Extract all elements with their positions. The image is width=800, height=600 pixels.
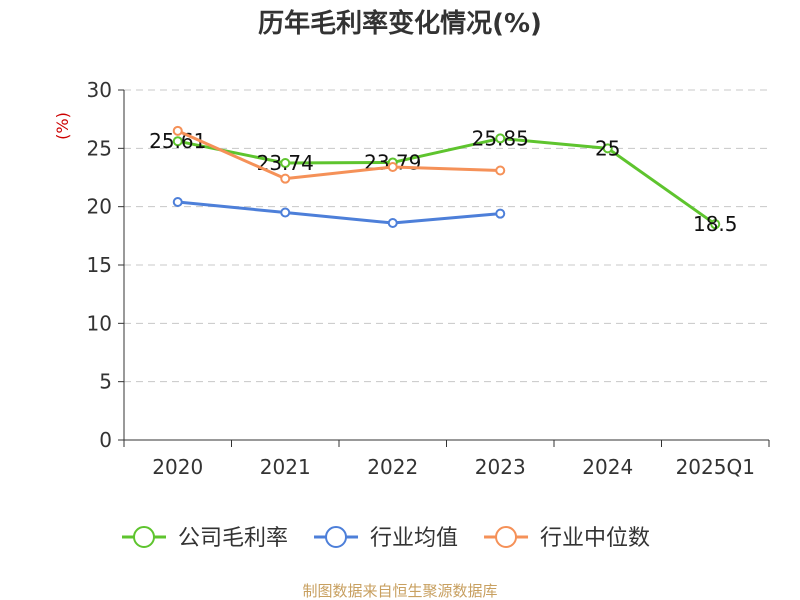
legend: 公司毛利率 行业均值 行业中位数	[122, 526, 650, 551]
legend-marker	[495, 526, 518, 548]
y-tick-label: 10	[87, 311, 112, 335]
y-tick-label: 25	[87, 136, 112, 160]
legend-marker	[133, 526, 155, 548]
x-tick-label: 2025Q1	[676, 455, 755, 479]
data-point	[387, 218, 398, 228]
data-point	[602, 143, 613, 154]
series-1	[172, 197, 506, 228]
series-2	[172, 125, 506, 184]
y-tick-label: 5	[99, 370, 112, 394]
y-tick-label: 30	[87, 78, 112, 102]
data-point	[710, 219, 721, 230]
data-label: 25.85	[472, 126, 529, 150]
x-tick-label: 2021	[260, 455, 311, 479]
x-tick-label: 2024	[582, 455, 633, 479]
series-line	[177, 200, 501, 225]
grid-lines	[124, 89, 769, 383]
data-point	[172, 125, 183, 136]
source-note: 制图数据来自恒生聚源数据库	[302, 582, 497, 600]
x-tick-label: 2020	[152, 455, 203, 479]
y-tick-label: 0	[99, 428, 112, 452]
legend-marker	[325, 526, 348, 548]
data-label: 18.5	[693, 212, 738, 236]
x-tick-label: 2022	[367, 455, 418, 479]
data-point	[172, 136, 183, 147]
data-label: 25	[595, 136, 620, 160]
data-label: 23.74	[257, 151, 314, 175]
data-point	[280, 173, 291, 184]
series-line	[177, 129, 501, 181]
legend-label: 行业均值	[370, 526, 458, 551]
legend-item-0: 公司毛利率	[122, 526, 288, 551]
y-axis-unit: (%)	[53, 112, 72, 140]
data-point	[495, 133, 506, 144]
y-tick-label: 15	[87, 253, 112, 277]
data-point	[280, 207, 291, 218]
data-point	[495, 208, 506, 219]
data-point	[172, 197, 183, 207]
x-tick-label: 2023	[475, 455, 526, 479]
legend-item-1: 行业均值	[314, 526, 458, 551]
legend-item-2: 行业中位数	[484, 526, 650, 551]
legend-label: 公司毛利率	[178, 526, 288, 551]
series-line	[177, 136, 717, 226]
chart-title: 历年毛利率变化情况(%)	[258, 8, 542, 39]
data-point	[495, 165, 506, 176]
axes: 0 5 10 15 20 25 30 2020 2021 2022 2023 2024 2025Q1	[87, 78, 770, 479]
y-tick-label: 20	[87, 195, 112, 219]
legend-label: 行业中位数	[540, 526, 650, 551]
data-point	[387, 162, 398, 172]
data-point	[280, 158, 291, 169]
